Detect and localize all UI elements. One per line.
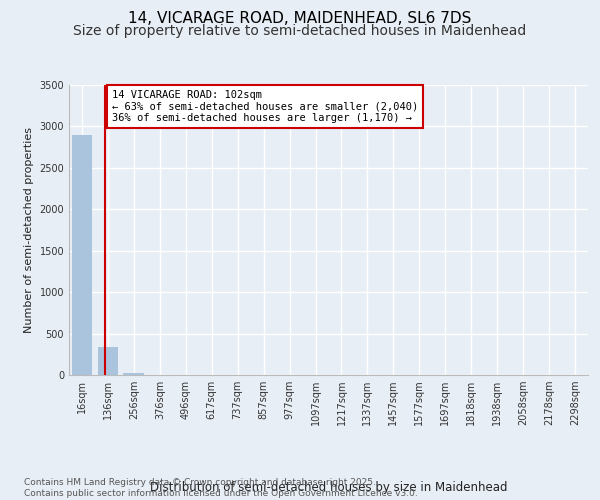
Text: Contains HM Land Registry data © Crown copyright and database right 2025.
Contai: Contains HM Land Registry data © Crown c… xyxy=(24,478,418,498)
Bar xyxy=(124,372,144,375)
Bar xyxy=(71,134,92,375)
Text: 14 VICARAGE ROAD: 102sqm
← 63% of semi-detached houses are smaller (2,040)
36% o: 14 VICARAGE ROAD: 102sqm ← 63% of semi-d… xyxy=(112,90,418,123)
Y-axis label: Number of semi-detached properties: Number of semi-detached properties xyxy=(24,127,34,333)
Text: Size of property relative to semi-detached houses in Maidenhead: Size of property relative to semi-detach… xyxy=(73,24,527,38)
Bar xyxy=(98,347,118,375)
Text: 14, VICARAGE ROAD, MAIDENHEAD, SL6 7DS: 14, VICARAGE ROAD, MAIDENHEAD, SL6 7DS xyxy=(128,11,472,26)
X-axis label: Distribution of semi-detached houses by size in Maidenhead: Distribution of semi-detached houses by … xyxy=(150,481,507,494)
